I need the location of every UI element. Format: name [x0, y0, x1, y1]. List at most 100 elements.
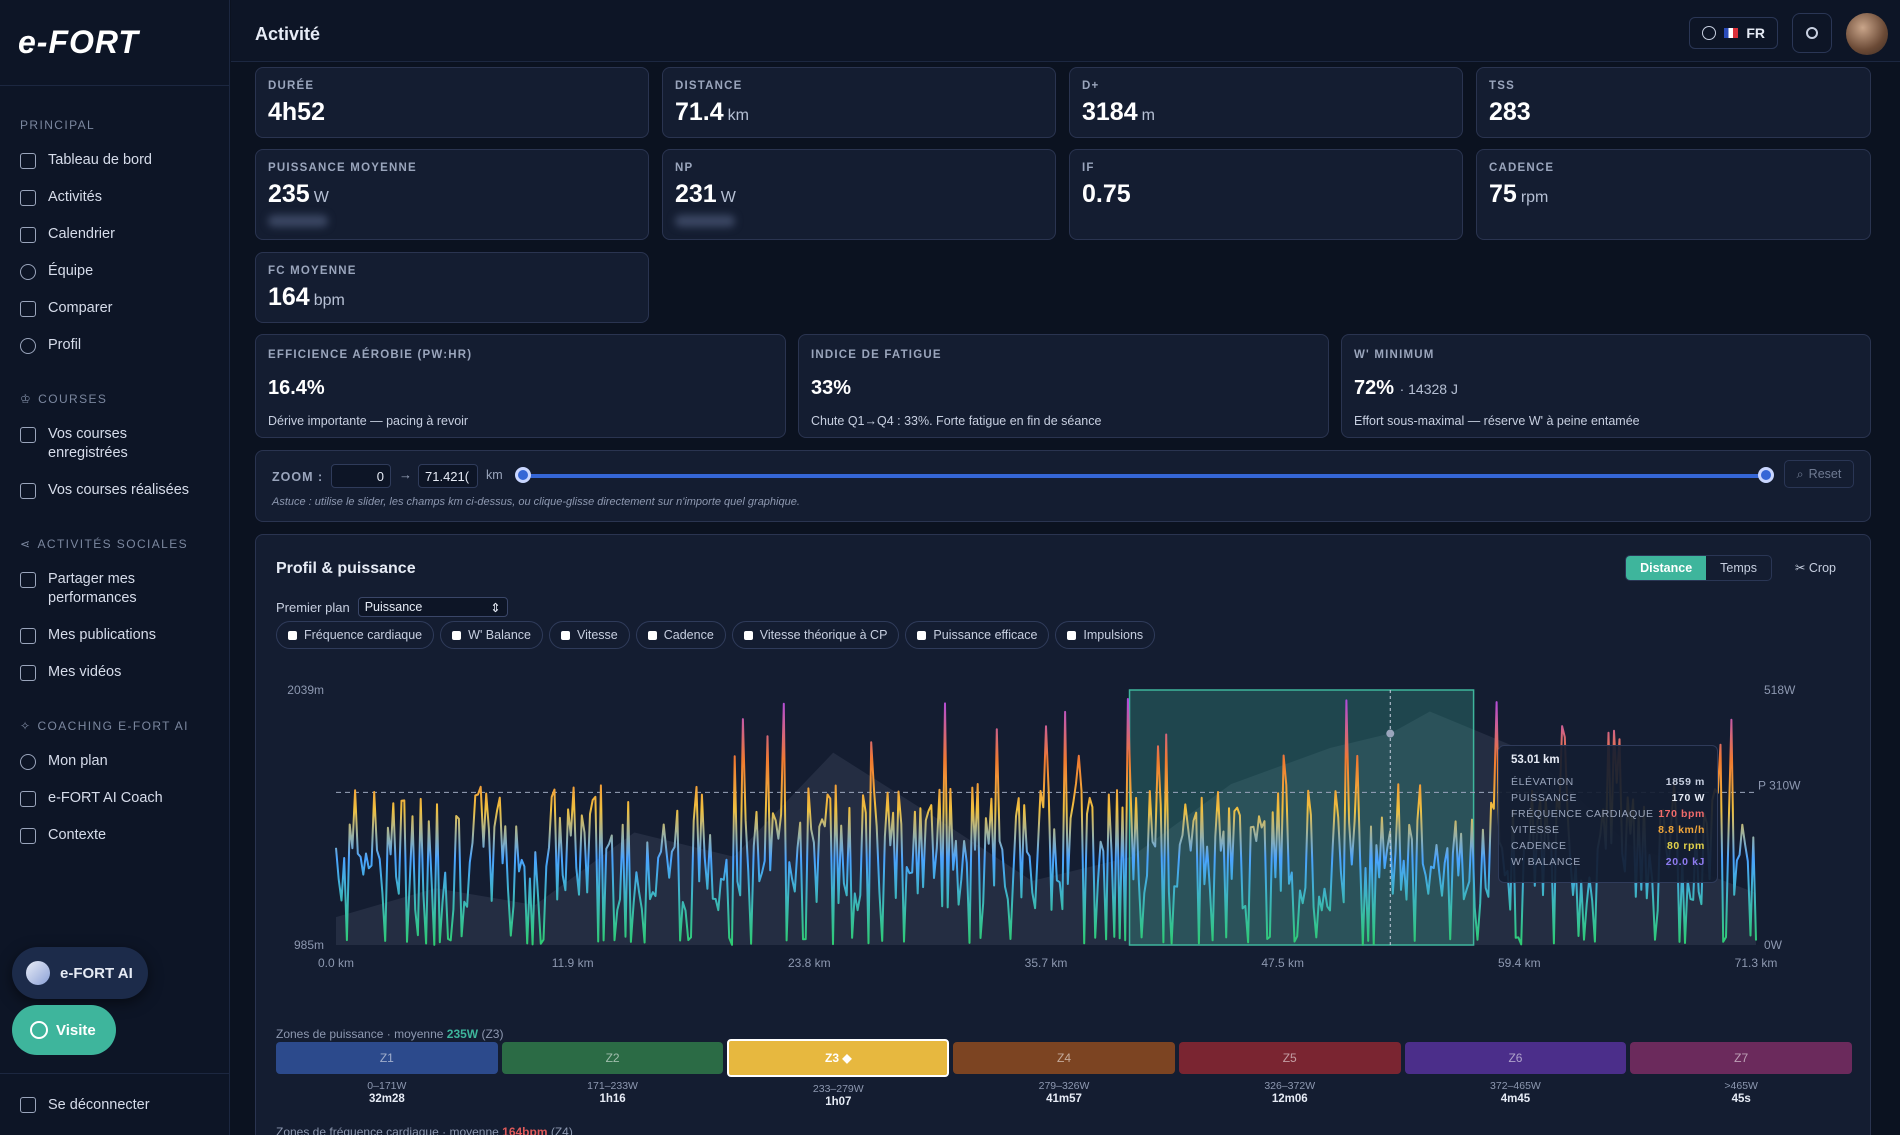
zoom-to-input[interactable]: 71.421(	[418, 464, 478, 488]
nav-context[interactable]: Contexte	[0, 817, 229, 854]
x-tick-label: 59.4 km	[1498, 956, 1541, 970]
scissors-icon: ✂	[1794, 561, 1809, 575]
toggle-distance[interactable]: Distance	[1626, 556, 1707, 580]
chip-theoretical-speed[interactable]: Vitesse théorique à CP	[731, 621, 900, 649]
checkbox-icon	[560, 630, 570, 640]
tooltip-row-label: W' BALANCE	[1511, 856, 1581, 868]
hr-avg-zone: (Z4)	[550, 1125, 573, 1135]
nav-label: Tableau de bord	[48, 152, 152, 168]
chip-heart-rate[interactable]: Fréquence cardiaque	[276, 621, 435, 649]
crop-button[interactable]: ✂ Crop	[1795, 560, 1836, 575]
stat-value: 4h52	[268, 98, 636, 127]
zoom-from-input[interactable]: 0	[331, 464, 391, 488]
reset-button[interactable]: ⌕ Reset	[1784, 460, 1854, 488]
power-zone-2[interactable]: Z2 171–233W 1h16	[501, 1042, 724, 1108]
zone-time: 4m45	[1500, 1093, 1531, 1105]
checkbox-icon	[452, 630, 462, 640]
ai-avatar-icon	[26, 961, 50, 985]
zone-bar[interactable]: Z6	[1404, 1042, 1627, 1074]
stat-card-if: IF 0.75	[1069, 149, 1463, 240]
power-zone-7[interactable]: Z7 >465W 45s	[1630, 1042, 1853, 1108]
section-coaching: ✧ COACHING E-FORT AI	[0, 719, 229, 733]
nav-label: Mes publications	[48, 627, 156, 643]
reset-label: Reset	[1808, 467, 1842, 481]
logout-button[interactable]: Se déconnecter	[0, 1073, 230, 1135]
chip-effective-power[interactable]: Puissance efficace	[905, 621, 1050, 649]
nav-done-races[interactable]: Vos courses réalisées	[0, 472, 229, 509]
avatar[interactable]	[1846, 13, 1888, 55]
zoom-bar: ZOOM : 0 → 71.421( km ⌕ Reset Astuce : ut…	[255, 450, 1871, 522]
chip-label: Vitesse	[576, 628, 618, 642]
language-selector[interactable]: FR	[1689, 17, 1778, 49]
nav-publications[interactable]: Mes publications	[0, 617, 229, 654]
nav-profile[interactable]: Profil	[0, 327, 229, 364]
nav-ai-coach[interactable]: e-FORT AI Coach	[0, 780, 229, 817]
zone-bar[interactable]: Z5	[1178, 1042, 1401, 1074]
send-icon	[20, 572, 36, 588]
tooltip-row-label: VITESSE	[1511, 824, 1560, 836]
nav-activities[interactable]: Activités	[0, 179, 229, 216]
stat-number: 3184	[1082, 98, 1138, 126]
zoom-slider-start-handle[interactable]	[515, 467, 531, 483]
power-zone-1[interactable]: Z1 0–171W 32m28	[276, 1042, 498, 1108]
zone-bar[interactable]: Z7	[1630, 1042, 1853, 1074]
stat-value: 235 W	[268, 180, 636, 209]
nav-videos[interactable]: Mes vidéos	[0, 654, 229, 691]
checkbox-icon	[917, 630, 927, 640]
nav-compare[interactable]: Comparer	[0, 290, 229, 327]
stat-label: NP	[675, 162, 694, 174]
stat-card-duration: DURÉE 4h52	[255, 67, 649, 138]
zone-bar[interactable]: Z3 ◆	[727, 1039, 950, 1077]
profile-power-chart[interactable]: 2039m 985m 518W 0W P 310W 0.0 km 11.9 km 23.8 k…	[256, 660, 1872, 990]
eff-number: 33%	[811, 377, 852, 399]
nav-label: Vos courses enregistrées	[48, 426, 128, 461]
x-tick-label: 35.7 km	[1025, 956, 1068, 970]
zone-range: 279–326W	[1038, 1080, 1090, 1092]
zone-bar[interactable]: Z2	[501, 1042, 724, 1074]
stat-number: 75	[1489, 180, 1517, 208]
visit-label: Visite	[56, 1021, 96, 1039]
eff-number: 16.4%	[268, 377, 325, 399]
chip-wbalance[interactable]: W' Balance	[440, 621, 543, 649]
cp-label: P 310W	[1758, 778, 1801, 792]
chip-cadence[interactable]: Cadence	[635, 621, 726, 649]
logout-icon	[20, 1096, 36, 1113]
power-zone-3[interactable]: Z3 ◆ 233–279W 1h07	[727, 1039, 950, 1108]
zone-bar[interactable]: Z1	[276, 1042, 498, 1074]
checkbox-icon	[647, 630, 657, 640]
zoom-label: ZOOM :	[272, 470, 324, 484]
stat-label: DURÉE	[268, 80, 315, 92]
sun-icon	[1806, 27, 1818, 39]
nav-my-plan[interactable]: Mon plan	[0, 743, 229, 780]
pz-avg: 235W	[446, 1027, 479, 1041]
tooltip-row-value: 170 W	[1671, 792, 1705, 804]
toggle-time[interactable]: Temps	[1720, 561, 1757, 575]
power-zone-6[interactable]: Z6 372–465W 4m45	[1404, 1042, 1627, 1108]
foreground-select[interactable]: Puissance ⇕	[357, 597, 508, 617]
nav-calendar[interactable]: Calendrier	[0, 216, 229, 253]
zone-bar[interactable]: Z4	[953, 1042, 1175, 1074]
chip-speed[interactable]: Vitesse	[548, 621, 630, 649]
theme-toggle[interactable]	[1792, 13, 1832, 53]
stat-label: CADENCE	[1489, 162, 1555, 174]
nav-saved-races[interactable]: Vos courses enregistrées	[0, 416, 229, 472]
calendar-icon	[20, 227, 36, 243]
stat-number: 231	[675, 180, 717, 208]
nav-team[interactable]: Équipe	[0, 253, 229, 290]
power-zone-4[interactable]: Z4 279–326W 41m57	[953, 1042, 1175, 1108]
zoom-slider-end-handle[interactable]	[1758, 467, 1774, 483]
stat-value: 0.75	[1082, 180, 1450, 209]
x-axis-toggle: Distance Temps	[1625, 555, 1772, 581]
profile-power-panel: Profil & puissance Distance Temps ✂ Crop…	[255, 534, 1871, 1135]
chip-impulses[interactable]: Impulsions	[1055, 621, 1156, 649]
nav-dashboard[interactable]: Tableau de bord	[0, 142, 229, 179]
power-zone-5[interactable]: Z5 326–372W 12m06	[1178, 1042, 1401, 1108]
nav-share[interactable]: Partager mes performances	[0, 561, 229, 617]
logo[interactable]: e-FORT	[0, 0, 229, 86]
efort-ai-button[interactable]: e-FORT AI	[12, 947, 148, 999]
nav-label: e-FORT AI Coach	[48, 790, 163, 806]
zoom-slider-track[interactable]	[522, 474, 1766, 478]
visit-button[interactable]: Visite	[12, 1005, 116, 1055]
stat-unit: m	[1141, 107, 1155, 124]
